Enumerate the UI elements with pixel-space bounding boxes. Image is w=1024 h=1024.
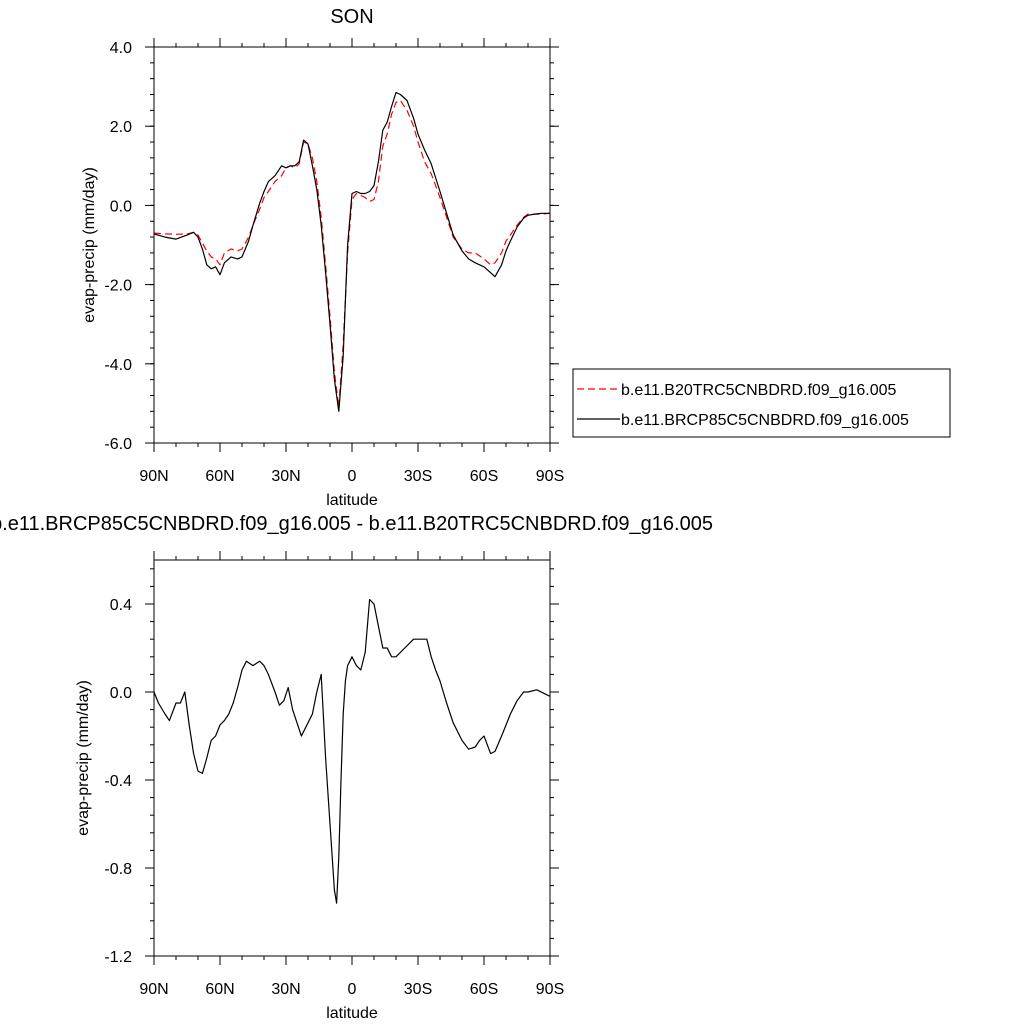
y-tick-label: 0.0 bbox=[110, 198, 132, 215]
top-plot-frame bbox=[153, 46, 551, 444]
top-y-tick-labels: 4.0 2.0 0.0 -2.0 -4.0 -6.0 bbox=[104, 40, 132, 453]
y-tick-label: -6.0 bbox=[104, 436, 132, 453]
legend-box bbox=[572, 368, 951, 438]
series-line-2 bbox=[153, 91, 550, 412]
y-tick-label: 0.0 bbox=[110, 685, 132, 702]
legend-label-1: b.e11.B20TRC5CNBDRD.f09_g16.005 bbox=[621, 382, 897, 399]
bottom-minor-ticks bbox=[145, 551, 559, 965]
x-tick-label: 60N bbox=[205, 468, 234, 485]
bottom-x-axis-label: latitude bbox=[326, 1005, 378, 1022]
x-tick-label: 60S bbox=[470, 468, 498, 485]
x-tick-label: 60S bbox=[470, 981, 498, 998]
x-tick-label: 30N bbox=[271, 981, 300, 998]
y-tick-label: 4.0 bbox=[110, 40, 132, 57]
y-tick-label: 0.4 bbox=[110, 597, 132, 614]
x-tick-label: 0 bbox=[348, 981, 357, 998]
y-tick-label: -1.2 bbox=[104, 949, 132, 966]
x-tick-label: 90S bbox=[536, 468, 564, 485]
x-tick-label: 30S bbox=[404, 981, 432, 998]
legend-label-2: b.e11.BRCP85C5CNBDRD.f09_g16.005 bbox=[621, 412, 909, 429]
top-panel: SON 90N 60N 30N 0 30S 60S 90S 4.0 2.0 0.0 -2.0 -4.… bbox=[81, 6, 951, 509]
series-line-1 bbox=[153, 99, 551, 408]
bottom-panel: b.e11.BRCP85C5CNBDRD.f09_g16.005 - b.e11… bbox=[0, 513, 713, 1022]
y-tick-label: 2.0 bbox=[110, 119, 132, 136]
x-tick-label: 30S bbox=[404, 468, 432, 485]
y-tick-label: -0.8 bbox=[104, 861, 132, 878]
top-minor-ticks bbox=[145, 38, 559, 452]
top-y-axis-label: evap-precip (mm/day) bbox=[81, 167, 98, 323]
bottom-series-lines bbox=[153, 598, 551, 904]
top-x-tick-labels: 90N 60N 30N 0 30S 60S 90S bbox=[139, 468, 564, 485]
x-tick-label: 90N bbox=[139, 981, 168, 998]
series-line-1 bbox=[153, 598, 551, 904]
x-tick-label: 0 bbox=[348, 468, 357, 485]
top-x-axis-label: latitude bbox=[326, 492, 378, 509]
bottom-x-tick-labels: 90N 60N 30N 0 30S 60S 90S bbox=[139, 981, 564, 998]
y-tick-label: -4.0 bbox=[104, 357, 132, 374]
legend: b.e11.B20TRC5CNBDRD.f09_g16.005 b.e11.BR… bbox=[572, 368, 951, 438]
x-tick-label: 90N bbox=[139, 468, 168, 485]
top-chart-title: SON bbox=[330, 6, 373, 28]
bottom-chart-title: b.e11.BRCP85C5CNBDRD.f09_g16.005 - b.e11… bbox=[0, 513, 713, 535]
x-tick-label: 60N bbox=[205, 981, 234, 998]
y-tick-label: -0.4 bbox=[104, 773, 132, 790]
bottom-y-axis-label: evap-precip (mm/day) bbox=[75, 680, 92, 836]
bottom-plot-frame bbox=[153, 559, 551, 957]
x-tick-label: 90S bbox=[536, 981, 564, 998]
bottom-y-tick-labels: 0.4 0.0 -0.4 -0.8 -1.2 bbox=[104, 597, 132, 966]
x-tick-label: 30N bbox=[271, 468, 300, 485]
y-tick-label: -2.0 bbox=[104, 278, 132, 295]
top-series-lines bbox=[153, 91, 551, 412]
